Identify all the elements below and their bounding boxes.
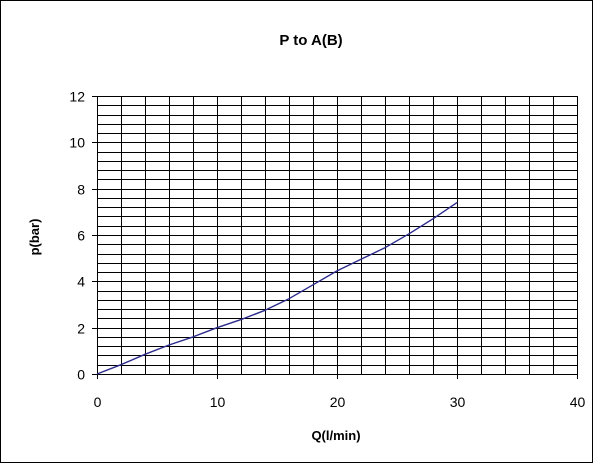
x-tick-label: 10 xyxy=(210,394,226,410)
y-tick-label: 2 xyxy=(77,321,85,337)
series-layer xyxy=(96,202,458,375)
tick-labels: 0 10 20 30 40 0 2 4 6 8 10 12 xyxy=(69,89,585,411)
y-tick-label: 10 xyxy=(69,135,85,151)
grid xyxy=(97,96,578,375)
y-tick-label: 8 xyxy=(77,182,85,198)
axes xyxy=(92,96,578,379)
y-axis-label: p(bar) xyxy=(27,219,42,256)
x-tick-label: 30 xyxy=(450,394,466,410)
y-tick-label: 0 xyxy=(77,367,85,383)
series-line xyxy=(96,202,458,375)
x-tick-label: 0 xyxy=(94,394,102,410)
y-tick-label: 6 xyxy=(77,228,85,244)
y-tick-label: 4 xyxy=(77,274,85,290)
x-tick-label: 40 xyxy=(570,394,586,410)
x-tick-label: 20 xyxy=(330,394,346,410)
x-axis-label: Q(l/min) xyxy=(311,428,360,443)
y-tick-label: 12 xyxy=(69,89,85,105)
chart-title: P to A(B) xyxy=(279,32,342,49)
